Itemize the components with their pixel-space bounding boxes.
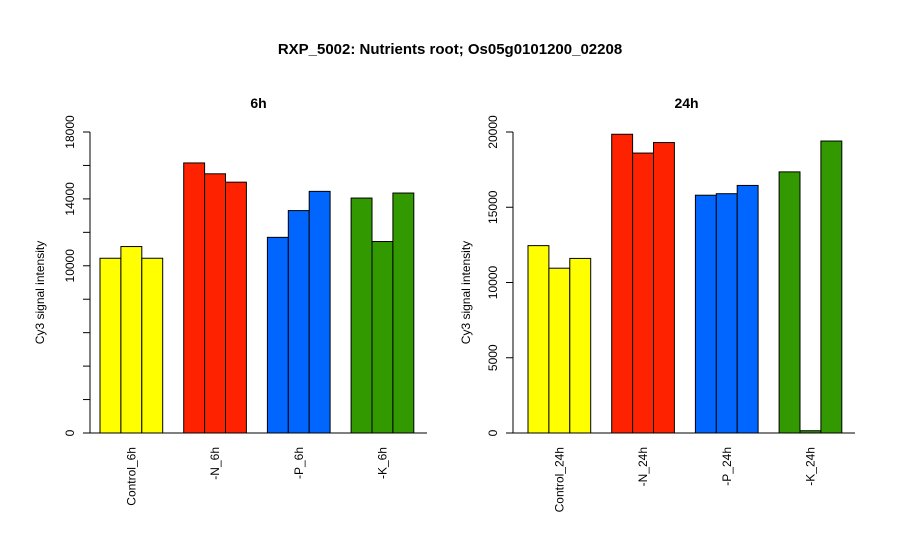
panel-title: 24h [674,95,698,111]
chart-panel-6h: 6h Control_6h -N_6h -P_6h -K_6h 0 10000 14000 18… [33,95,427,506]
bar-Control_24h-2 [548,267,571,434]
bar--K_6h-1 [350,197,373,434]
bar--N_6h-2 [204,173,227,434]
bar--N_6h-3 [225,181,247,434]
y-tick-label: 10000 [63,249,77,283]
bar--P_6h-3 [308,190,331,434]
y-tick-label: 0 [486,429,500,436]
bar--N_24h-2 [632,152,654,434]
x-tick-label: Control_6h [124,447,138,506]
bar-Control_6h-1 [99,257,122,434]
x-tick-label: -P_6h [292,447,306,479]
bar--K_24h-3 [820,140,843,434]
y-tick-label: 20000 [486,115,500,149]
bar--K_6h-3 [392,192,415,434]
bar--K_24h-1 [778,171,801,434]
panel-title: 6h [250,95,266,111]
y-axis-label: Cy3 signal intensity [33,241,47,344]
x-tick-label: Control_24h [552,447,566,512]
bar-Control_24h-3 [569,257,592,434]
bar--N_24h-1 [611,133,634,434]
chart-panel-24h: 24h Control_24h -N_24h -P_24h -K_24h 0 5000 100… [459,95,855,512]
y-tick-label: 0 [63,429,77,436]
x-tick-label: -N_24h [636,447,650,486]
bar--P_24h-3 [736,184,759,434]
bar--K_6h-2 [371,241,394,434]
x-tick-label: -P_24h [720,447,734,486]
bar--P_6h-2 [287,210,310,434]
y-tick-label: 5000 [486,344,500,371]
x-tick-label: -K_6h [375,447,389,479]
y-axis-label: Cy3 signal intensity [459,241,473,344]
bar--P_24h-1 [694,194,717,434]
bar-Control_6h-3 [141,257,164,434]
x-tick-label: -N_6h [208,447,222,480]
y-tick-label: 15000 [486,190,500,224]
bar--N_24h-3 [653,142,675,434]
x-tick-label: -K_24h [803,447,817,486]
bar--P_6h-1 [266,236,289,434]
y-tick-label: 10000 [486,265,500,299]
bar--P_24h-2 [715,193,738,434]
bar--N_6h-1 [183,162,206,434]
figure-title: RXP_5002: Nutrients root; Os05g0101200_0… [278,41,622,58]
bar-Control_24h-1 [527,245,550,434]
y-tick-label: 18000 [63,115,77,149]
y-tick-label: 14000 [63,182,77,216]
bar-Control_6h-2 [120,246,143,434]
